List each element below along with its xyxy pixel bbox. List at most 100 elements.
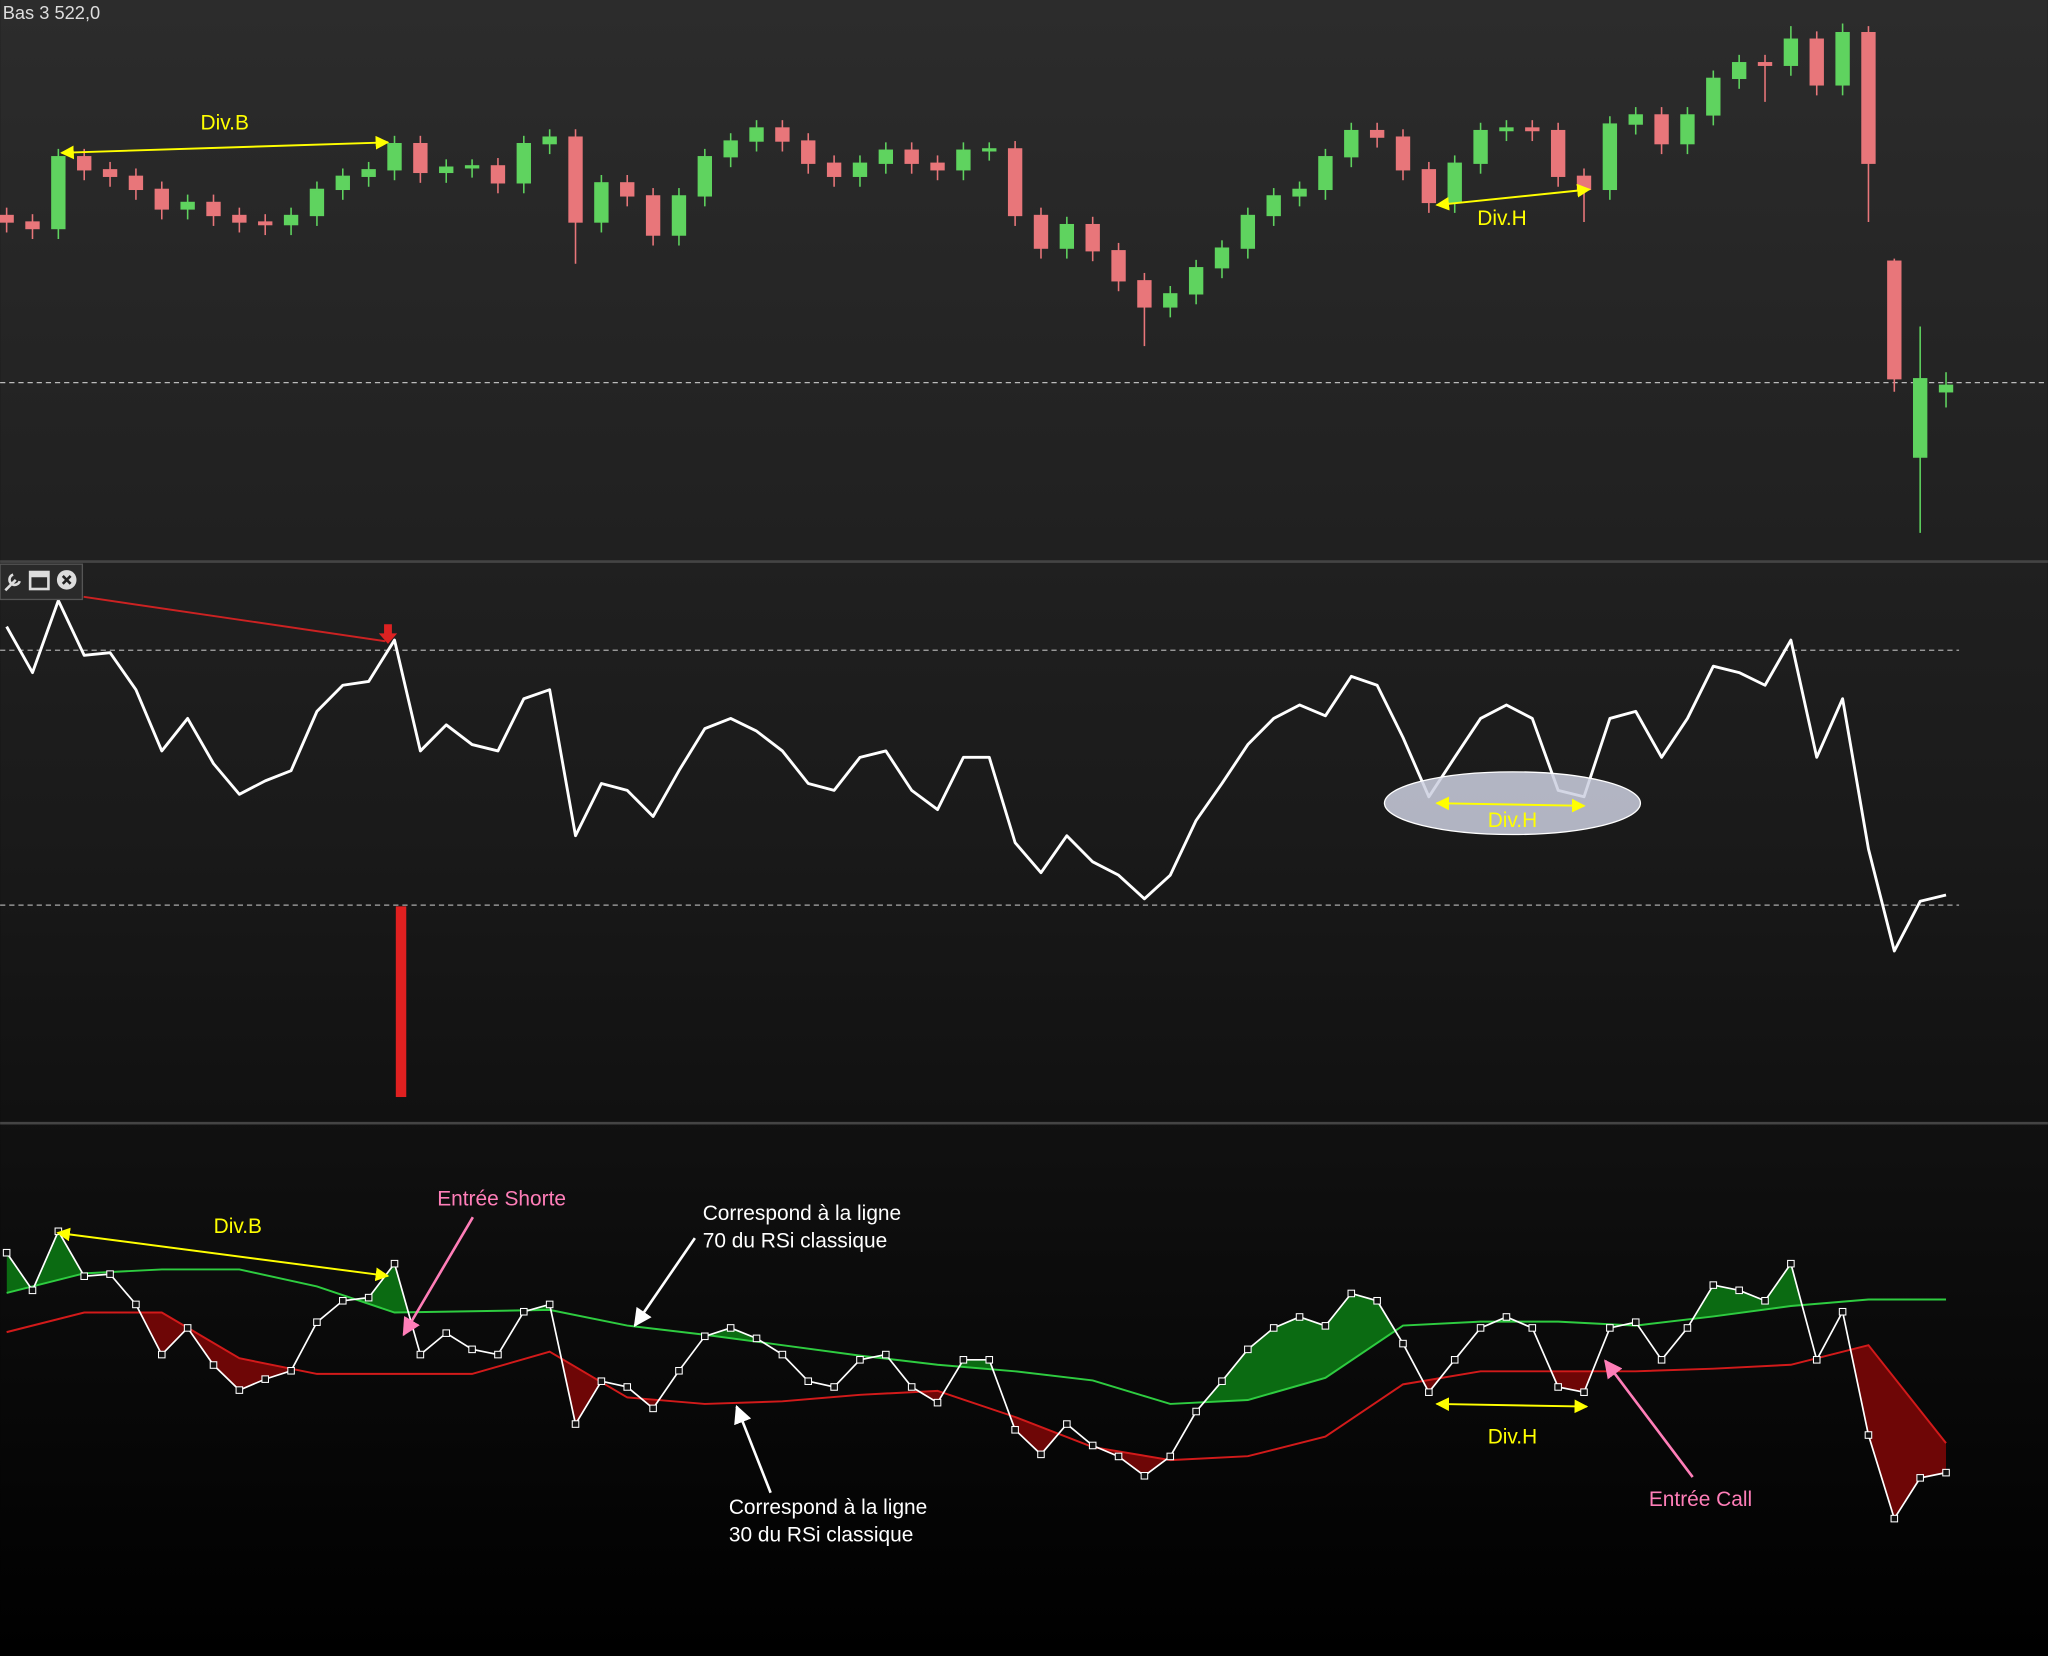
window-icon-bar xyxy=(30,572,49,578)
point-marker xyxy=(1244,1345,1252,1354)
point-marker xyxy=(597,1377,606,1386)
candle-body xyxy=(1731,62,1747,80)
point-marker xyxy=(1088,1441,1097,1450)
point-marker xyxy=(1787,1259,1795,1268)
point-marker xyxy=(313,1318,321,1326)
candle-body xyxy=(1525,127,1540,132)
point-marker xyxy=(1269,1324,1278,1332)
point-marker xyxy=(1580,1388,1588,1396)
candle-body xyxy=(516,143,531,184)
point-marker xyxy=(545,1300,554,1309)
annotation: Correspond à la ligne xyxy=(703,1202,901,1225)
point-marker xyxy=(1864,1431,1873,1439)
candle-body xyxy=(1887,260,1902,380)
point-marker xyxy=(1399,1339,1407,1348)
annotation: 70 du RSi classique xyxy=(703,1230,888,1253)
point-marker xyxy=(364,1293,373,1302)
candle-body xyxy=(102,169,118,177)
point-marker xyxy=(1425,1388,1433,1396)
point-marker xyxy=(1192,1407,1200,1416)
candle-body xyxy=(956,149,971,171)
signal-bar xyxy=(395,906,407,1098)
toolbar[interactable] xyxy=(0,563,84,601)
annotation: Div.B xyxy=(201,112,249,135)
point-marker xyxy=(106,1270,114,1278)
indicator-line xyxy=(5,1229,1947,1521)
candle-body xyxy=(335,175,350,191)
point-marker xyxy=(28,1286,37,1295)
point-marker xyxy=(1942,1468,1950,1477)
point-marker xyxy=(985,1356,994,1364)
point-marker xyxy=(1838,1307,1847,1316)
point-marker xyxy=(675,1366,683,1375)
candle-body xyxy=(645,195,661,236)
candle-body xyxy=(826,162,842,177)
point-marker xyxy=(1476,1324,1485,1332)
point-marker xyxy=(1295,1313,1304,1321)
candle-body xyxy=(77,156,92,171)
candle-body xyxy=(1137,280,1152,308)
point-marker xyxy=(933,1398,942,1407)
annotation: Div.H xyxy=(1488,809,1537,832)
lower-band xyxy=(6,1311,1947,1462)
point-marker xyxy=(1063,1420,1071,1428)
reference-label: Bas 3 522,0 xyxy=(3,2,101,23)
point-marker xyxy=(623,1383,632,1391)
point-marker xyxy=(830,1383,838,1391)
point-marker xyxy=(1450,1356,1459,1364)
point-marker xyxy=(339,1296,347,1305)
close-icon-cross xyxy=(61,575,72,585)
point-marker xyxy=(1502,1313,1511,1321)
candle-body xyxy=(723,140,738,158)
point-marker xyxy=(1140,1471,1149,1480)
annotation: Entrée Shorte xyxy=(437,1188,566,1211)
candle-body xyxy=(697,156,712,197)
annotation: Div.B xyxy=(214,1215,262,1238)
point-marker xyxy=(649,1404,657,1413)
divergence-arrow xyxy=(1435,1397,1589,1414)
point-marker xyxy=(235,1386,244,1394)
candle-body xyxy=(1602,123,1618,191)
candle-body xyxy=(258,221,273,226)
candle-body xyxy=(1369,129,1385,138)
point-marker xyxy=(1037,1450,1045,1459)
candle-body xyxy=(51,156,66,230)
candle-body xyxy=(982,148,997,152)
candle-body xyxy=(1706,77,1721,116)
candle-body xyxy=(1680,114,1695,145)
point-marker xyxy=(80,1272,88,1281)
point-marker xyxy=(442,1329,451,1337)
point-marker xyxy=(1554,1383,1562,1391)
candle-body xyxy=(1111,250,1126,282)
candle-body xyxy=(1499,127,1514,132)
candle-body xyxy=(1628,114,1643,125)
candle-body xyxy=(154,188,169,210)
candle-body xyxy=(309,188,325,217)
divergence-arrow xyxy=(60,135,390,160)
point-marker xyxy=(1709,1281,1718,1289)
candle-body xyxy=(1550,129,1566,177)
candle-body xyxy=(128,175,144,191)
signal-arrow xyxy=(378,624,398,644)
candle-body xyxy=(1059,223,1075,249)
candle-body xyxy=(413,143,428,174)
point-marker xyxy=(1528,1324,1537,1332)
candle-body xyxy=(568,136,583,223)
candle-body xyxy=(1938,384,1954,393)
candle-body xyxy=(1835,31,1850,86)
candle-body xyxy=(1007,148,1023,217)
point-marker xyxy=(726,1324,735,1332)
annotation-arrow xyxy=(734,1404,772,1494)
candle-body xyxy=(206,201,221,217)
point-marker xyxy=(907,1383,916,1391)
settings-icon[interactable] xyxy=(4,573,21,592)
window-icon[interactable] xyxy=(28,570,50,591)
point-marker xyxy=(183,1324,192,1332)
point-marker xyxy=(1812,1356,1821,1364)
point-marker xyxy=(209,1361,218,1369)
candle-body xyxy=(1861,31,1876,164)
candle-body xyxy=(1447,162,1462,204)
divergence-arrow xyxy=(1435,183,1591,211)
point-marker xyxy=(1657,1356,1666,1364)
